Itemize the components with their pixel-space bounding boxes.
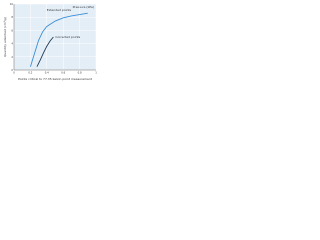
chart: Quantity adsorbed (cm³/g) Pressure (kPa)… — [3, 2, 97, 81]
y-tick-label: 6 — [11, 28, 13, 32]
x-tick-label: 0.2 — [28, 71, 32, 75]
legend-label: Corrected points — [55, 35, 80, 39]
plot-area — [14, 4, 96, 70]
y-tick-label: 2 — [11, 55, 13, 59]
y-tick-label: 10 — [10, 2, 14, 6]
legend-label: Extended points — [47, 8, 72, 12]
y-tick-label: 4 — [11, 42, 13, 46]
y-tick-label: 8 — [11, 15, 13, 19]
x-tick-label: 0 — [13, 71, 15, 75]
caption: Points critical to 77.35 kelvin point me… — [18, 77, 93, 81]
x-axis-label: Pressure (kPa) — [73, 5, 94, 9]
series-line — [36, 36, 54, 67]
series-line — [29, 12, 88, 67]
x-tick-label: 0.4 — [45, 71, 49, 75]
x-tick-label: 0.8 — [78, 71, 82, 75]
x-tick-label: 1 — [95, 71, 97, 75]
y-axis-label: Quantity adsorbed (cm³/g) — [3, 17, 7, 57]
x-tick-label: 0.6 — [61, 71, 65, 75]
y-tick-label: 0 — [11, 68, 13, 72]
